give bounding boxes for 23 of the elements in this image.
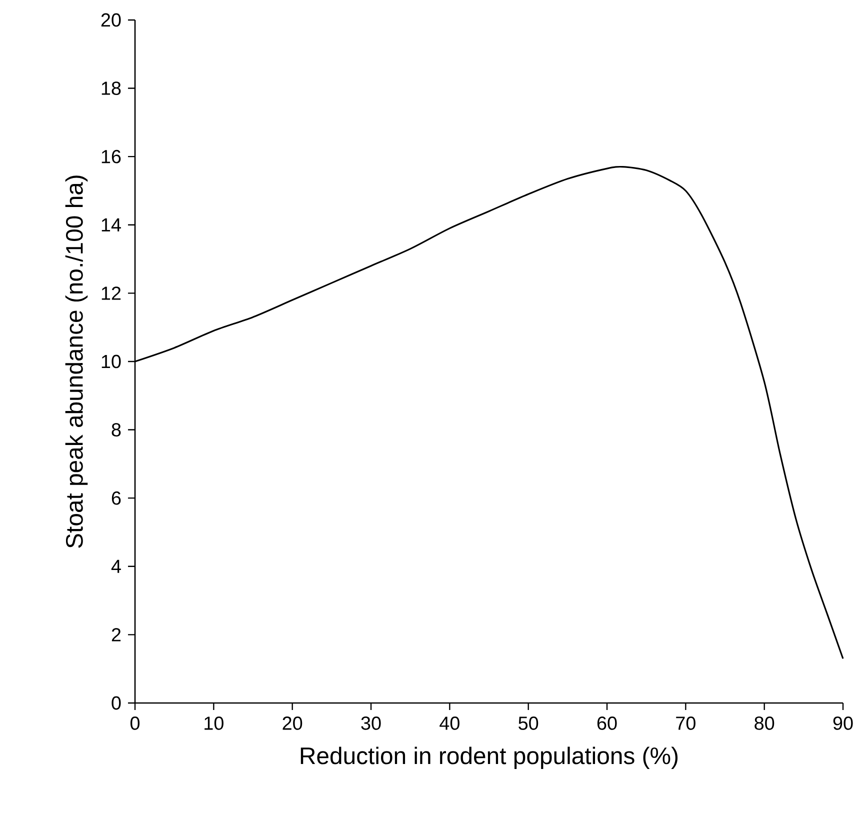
y-tick-label: 4 [111,560,121,573]
y-tick-label: 6 [112,491,121,505]
y-tick-label: 8 [112,423,121,436]
x-tick-label: 80 [754,716,774,730]
y-tick-label: 10 [102,354,121,368]
x-tick-label: 60 [597,716,617,730]
y-tick-label: 18 [102,82,121,95]
y-tick-label: 20 [101,13,121,27]
y-tick-label: 16 [102,150,121,164]
y-tick-label: 2 [112,628,121,642]
x-tick-label: 50 [518,716,538,730]
y-tick-label: 12 [102,286,121,300]
x-axis-title: Reduction in rodent populations (%) [300,746,678,770]
y-axis-title: Stoat peak abundance (no./100 ha) [65,176,88,548]
x-tick-label: 40 [440,716,460,730]
x-tick-label: 20 [282,716,302,730]
x-tick-label: 10 [204,716,224,730]
x-tick-label: 70 [676,716,696,730]
x-tick-label: 30 [361,716,381,730]
y-tick-label: 0 [112,696,121,710]
y-tick-label: 14 [102,218,121,232]
x-tick-label: 0 [130,716,140,730]
x-tick-label: 90 [833,716,853,730]
